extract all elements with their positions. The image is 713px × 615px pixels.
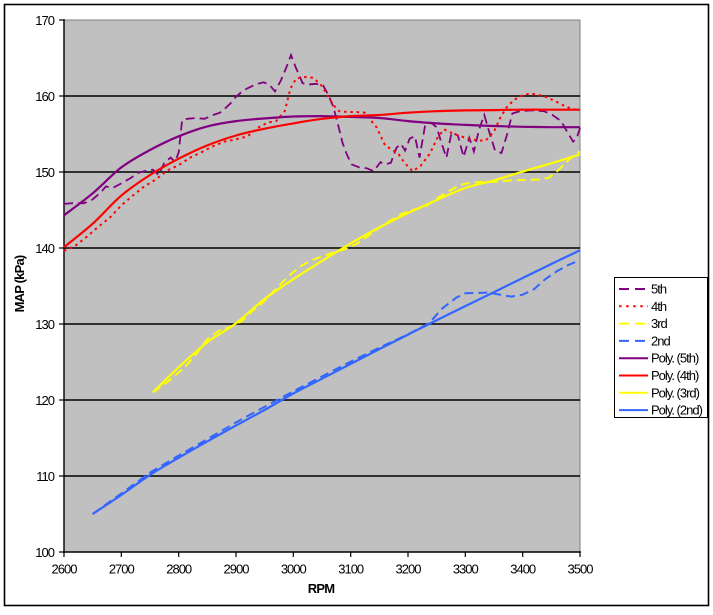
svg-text:3000: 3000 [281, 562, 307, 577]
svg-text:120: 120 [35, 393, 54, 408]
svg-text:RPM: RPM [308, 581, 335, 596]
svg-text:3200: 3200 [396, 562, 422, 577]
svg-text:2800: 2800 [166, 562, 192, 577]
svg-text:2600: 2600 [52, 562, 78, 577]
svg-text:2nd: 2nd [651, 333, 670, 348]
svg-text:140: 140 [35, 241, 54, 256]
svg-text:130: 130 [35, 317, 54, 332]
svg-text:100: 100 [35, 545, 54, 560]
svg-text:170: 170 [35, 13, 54, 28]
svg-text:MAP (kPa): MAP (kPa) [12, 255, 27, 312]
svg-text:Poly. (3rd): Poly. (3rd) [651, 385, 700, 400]
svg-text:Poly. (4th): Poly. (4th) [651, 368, 699, 383]
svg-text:2900: 2900 [224, 562, 250, 577]
svg-text:3100: 3100 [338, 562, 364, 577]
svg-text:4th: 4th [651, 299, 667, 314]
svg-text:5th: 5th [651, 282, 667, 297]
svg-text:3400: 3400 [510, 562, 536, 577]
svg-text:3500: 3500 [568, 562, 594, 577]
svg-text:110: 110 [36, 469, 54, 484]
svg-text:Poly. (5th): Poly. (5th) [651, 351, 699, 366]
svg-text:160: 160 [35, 89, 54, 104]
svg-text:150: 150 [35, 165, 54, 180]
svg-text:3rd: 3rd [651, 316, 668, 331]
svg-text:3300: 3300 [453, 562, 479, 577]
svg-text:Poly. (2nd): Poly. (2nd) [651, 403, 703, 418]
svg-text:2700: 2700 [109, 562, 135, 577]
